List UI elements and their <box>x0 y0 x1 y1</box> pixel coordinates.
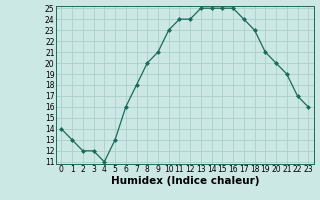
X-axis label: Humidex (Indice chaleur): Humidex (Indice chaleur) <box>110 176 259 186</box>
